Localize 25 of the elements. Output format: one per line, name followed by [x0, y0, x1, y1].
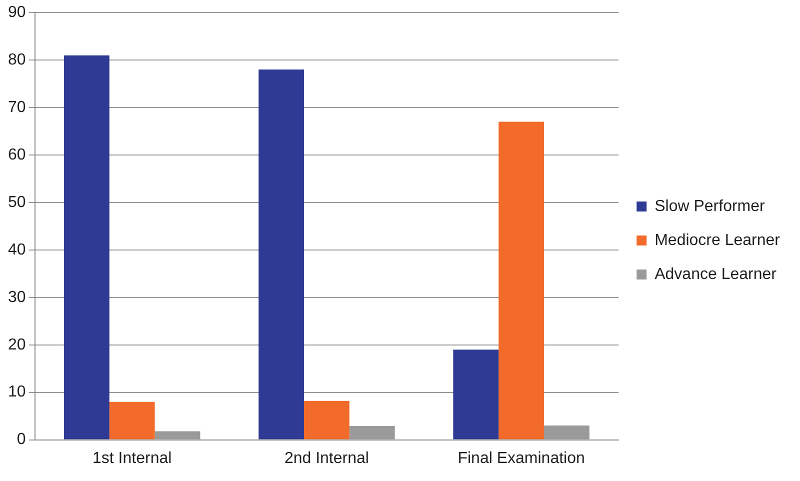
- y-tick-label: 80: [8, 51, 26, 68]
- y-tick-label: 60: [8, 146, 26, 164]
- bar: [544, 426, 590, 440]
- bar: [154, 431, 200, 440]
- bar: [349, 426, 395, 440]
- legend-label: Advance Learner: [654, 266, 778, 283]
- y-tick-label: 0: [16, 431, 26, 448]
- y-tick-label: 70: [8, 98, 26, 116]
- x-tick-label: 1st Internal: [92, 450, 172, 467]
- x-tick-label: 2nd Internal: [284, 450, 369, 467]
- y-tick-label: 10: [8, 384, 26, 401]
- bar: [109, 402, 155, 440]
- y-tick-label: 20: [8, 336, 26, 354]
- bar: [304, 400, 350, 440]
- bar: [64, 55, 110, 440]
- bar: [258, 70, 304, 440]
- y-tick-label: 50: [8, 194, 26, 211]
- bar: [498, 122, 544, 440]
- legend-label: Slow Performer: [654, 198, 766, 215]
- y-tick-label: 30: [8, 288, 26, 306]
- y-tick-label: 40: [8, 241, 26, 258]
- x-tick-label: Final Examination: [458, 450, 585, 467]
- y-tick-label: 90: [8, 4, 26, 22]
- bar: [453, 350, 499, 440]
- legend-label: Mediocre Learner: [654, 232, 781, 249]
